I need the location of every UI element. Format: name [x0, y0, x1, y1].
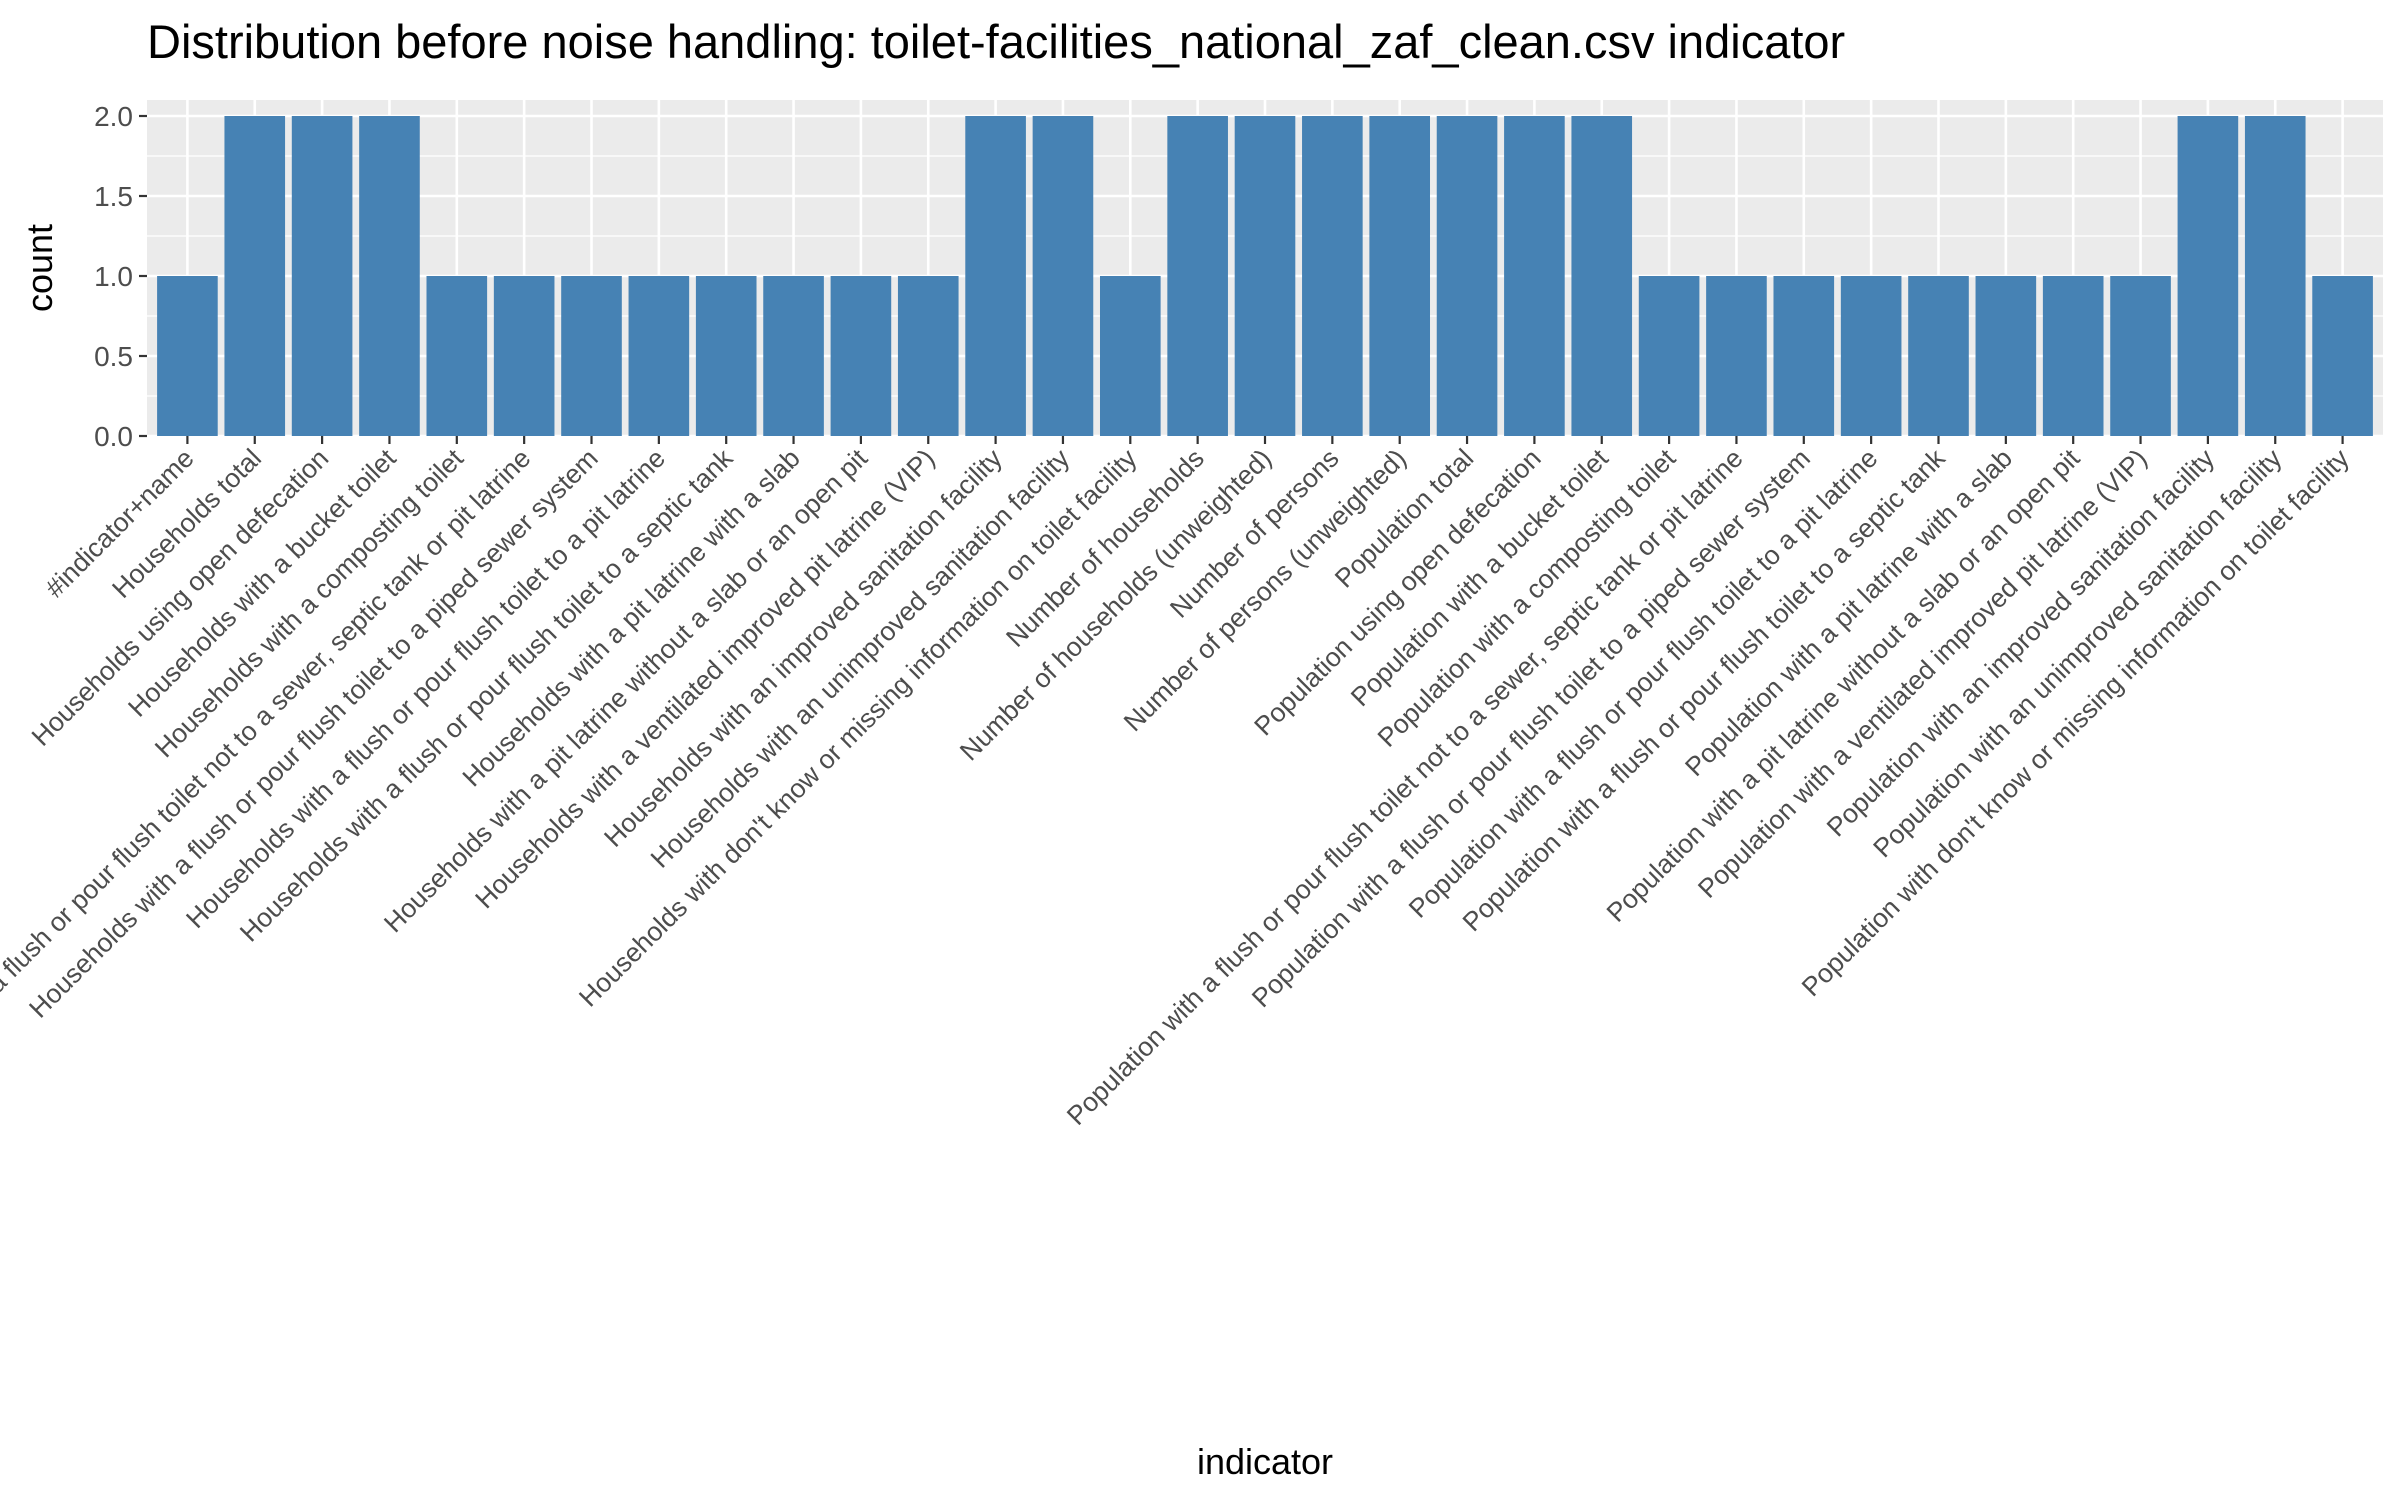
bar [1773, 276, 1835, 436]
bar [830, 276, 892, 436]
bar [1167, 116, 1228, 436]
bar [2110, 276, 2171, 436]
bar [965, 116, 1026, 436]
bar [1234, 116, 1296, 436]
y-tick-label: 2.0 [94, 101, 133, 132]
bars [157, 116, 2373, 436]
bar [1840, 276, 1902, 436]
bar [628, 276, 690, 436]
bar [157, 276, 218, 436]
bar [2042, 276, 2104, 436]
bar [1369, 116, 1431, 436]
y-tick-label: 0.0 [94, 421, 133, 452]
bar [2312, 276, 2373, 436]
bar [1975, 276, 2037, 436]
bar [2244, 116, 2306, 436]
bar [359, 116, 420, 436]
bar [763, 276, 824, 436]
bar [493, 276, 555, 436]
bar [561, 276, 622, 436]
y-axis-title: count [19, 224, 60, 312]
y-tick-label: 0.5 [94, 341, 133, 372]
bar [224, 116, 286, 436]
bar [426, 276, 488, 436]
bar [1504, 116, 1565, 436]
x-axis-title: indicator [1197, 1441, 1333, 1482]
y-tick-label: 1.0 [94, 261, 133, 292]
chart-title: Distribution before noise handling: toil… [147, 15, 1845, 68]
bar [897, 276, 959, 436]
bar [1571, 116, 1633, 436]
bar [1706, 276, 1767, 436]
bar [1638, 276, 1700, 436]
bar [1436, 116, 1498, 436]
bar [2177, 116, 2239, 436]
bar [695, 276, 757, 436]
bar [1099, 276, 1161, 436]
y-axis: 0.0 0.5 1.0 1.5 2.0 [94, 101, 147, 452]
bar [1032, 116, 1094, 436]
y-tick-label: 1.5 [94, 181, 133, 212]
bar [1908, 276, 1969, 436]
bar [1302, 116, 1363, 436]
bar [291, 116, 353, 436]
